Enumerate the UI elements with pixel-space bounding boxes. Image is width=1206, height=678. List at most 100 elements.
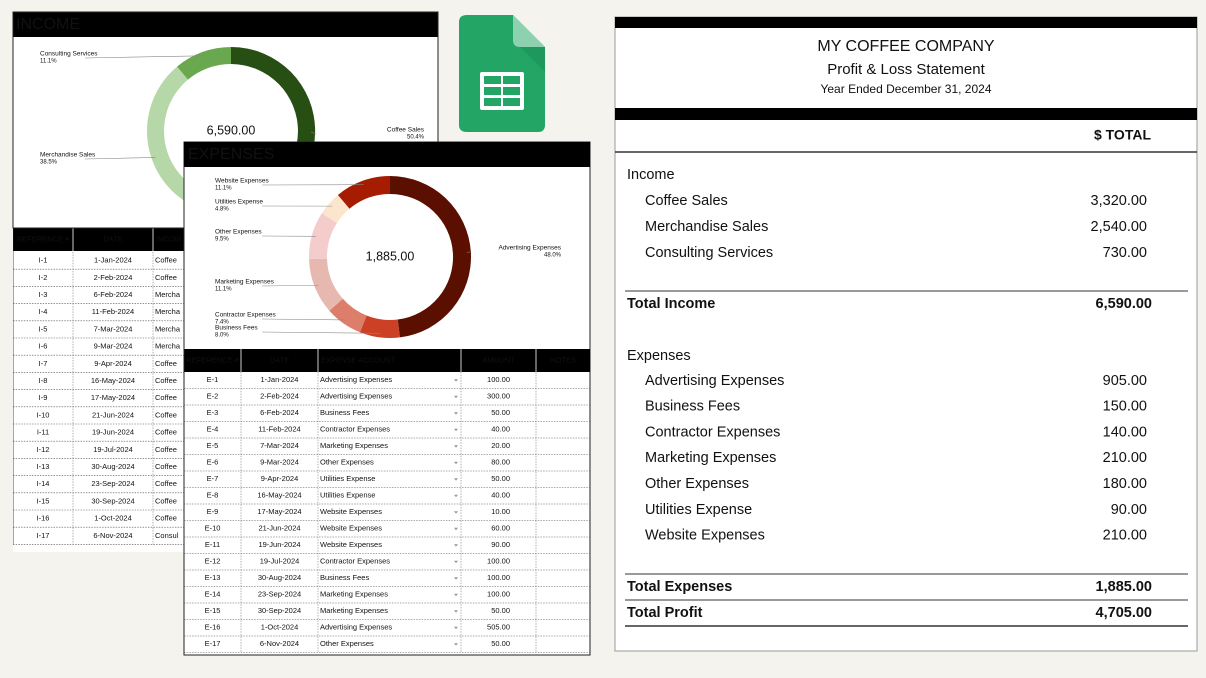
dropdown-arrow — [454, 544, 458, 547]
dropdown-arrow — [454, 461, 458, 465]
cell: E-13 — [205, 573, 221, 582]
line-amount: 210.00 — [1103, 528, 1147, 544]
dropdown-arrow — [454, 445, 458, 448]
cell: 11-Feb-2024 — [92, 307, 134, 316]
cell: 21-Jun-2024 — [258, 524, 300, 533]
sheet-bg — [183, 141, 591, 656]
cell: I-14 — [37, 479, 50, 488]
cell: Mercha — [155, 324, 181, 333]
icon-fold — [513, 15, 545, 47]
cell: Mercha — [155, 307, 181, 316]
sheet-title: INCOME — [16, 16, 80, 33]
cell: 50.00 — [491, 606, 510, 615]
total-label: Total Profit — [627, 605, 703, 621]
statement-bg — [614, 16, 1198, 652]
cell: Coffee — [155, 410, 177, 419]
cell: 16-May-2024 — [257, 491, 301, 500]
cell: Advertising Expenses — [320, 375, 392, 384]
line-amount: 150.00 — [1103, 399, 1147, 415]
top-bar — [615, 17, 1197, 28]
dropdown-arrow — [454, 412, 458, 415]
slice-label: Other Expenses — [215, 229, 262, 236]
slice-label: Business Fees — [215, 325, 258, 332]
table-header — [13, 228, 184, 251]
line-amount: 140.00 — [1103, 424, 1147, 440]
cell: I-9 — [39, 393, 48, 402]
cell: E-11 — [205, 540, 220, 549]
cell: 40.00 — [491, 491, 510, 500]
cell: Mercha — [155, 342, 181, 351]
icon-cell — [503, 76, 520, 84]
cell: 19-Jul-2024 — [93, 445, 133, 454]
sheet-bg-lower — [13, 228, 184, 548]
icon-cell — [503, 98, 520, 106]
cell: 21-Jun-2024 — [92, 410, 134, 419]
line-item: Marketing Expenses — [645, 450, 776, 466]
cell: 7-Mar-2024 — [260, 441, 299, 450]
line-item: Consulting Services — [645, 245, 773, 261]
cell: 1-Jan-2024 — [261, 375, 299, 384]
cell: E-17 — [205, 639, 221, 648]
cell: Other Expenses — [320, 458, 374, 467]
cell: 50.00 — [491, 408, 510, 417]
cell: 11-Feb-2024 — [258, 425, 300, 434]
cell: 17-May-2024 — [91, 393, 135, 402]
cell: E-16 — [205, 623, 221, 632]
dropdown-arrow — [454, 511, 458, 514]
sheet-bar — [184, 142, 590, 167]
line-amount: 180.00 — [1103, 476, 1147, 492]
column-header: REFERENCE # — [186, 355, 239, 364]
line-item: Business Fees — [645, 399, 740, 415]
cell: 1-Jan-2024 — [94, 256, 132, 265]
cell: Coffee — [155, 376, 177, 385]
cell: Mercha — [155, 290, 181, 299]
total-label: Total Expenses — [627, 579, 732, 595]
donut-slice — [337, 176, 390, 209]
cell: 30-Sep-2024 — [258, 606, 301, 615]
slice-label: Website Expenses — [215, 178, 269, 185]
cell: 2-Feb-2024 — [260, 392, 299, 401]
slice-percent: 11.1% — [215, 186, 232, 192]
cell: 9-Apr-2024 — [94, 359, 132, 368]
cell: 16-May-2024 — [91, 376, 135, 385]
cell: E-2 — [207, 392, 219, 401]
total-amount: 6,590.00 — [1096, 296, 1152, 312]
dropdown-arrow — [454, 478, 458, 481]
icon-cell — [484, 98, 501, 106]
cell: 50.00 — [491, 639, 510, 648]
company-name: MY COFFEE COMPANY — [817, 38, 995, 55]
dropdown-arrow — [454, 379, 458, 382]
statement-period: Year Ended December 31, 2024 — [820, 82, 991, 96]
cell: Coffee — [155, 479, 177, 488]
slice-label: Coffee Sales — [387, 127, 425, 134]
cell: E-4 — [207, 425, 219, 434]
cell: 50.00 — [491, 474, 510, 483]
slice-label: Consulting Services — [40, 51, 98, 58]
cell: I-15 — [37, 496, 50, 505]
line-amount: 3,320.00 — [1091, 193, 1147, 209]
slice-percent: 9.5% — [215, 237, 229, 243]
cell: Utilities Expense — [320, 474, 375, 483]
cell: Contractor Expenses — [320, 425, 390, 434]
dropdown-arrow — [454, 626, 458, 630]
cell: 23-Sep-2024 — [258, 590, 301, 599]
pl-statement: MY COFFEE COMPANY Profit & Loss Statement… — [614, 16, 1198, 652]
cell: E-5 — [207, 441, 219, 450]
line-amount: 210.00 — [1103, 450, 1147, 466]
cell: 80.00 — [491, 458, 510, 467]
cell: E-9 — [207, 507, 219, 516]
leader-line — [261, 284, 319, 287]
line-item: Coffee Sales — [645, 193, 728, 209]
slice-label: Utilities Expense — [215, 199, 263, 206]
cell: Coffee — [155, 445, 177, 454]
cell: E-3 — [207, 408, 219, 417]
cell: 40.00 — [491, 425, 510, 434]
section-label: Expenses — [627, 348, 691, 364]
cell: 100.00 — [487, 375, 510, 384]
cell: I-7 — [39, 359, 48, 368]
slice-label: Advertising Expenses — [498, 245, 561, 252]
statement-title: Profit & Loss Statement — [827, 61, 985, 78]
cell: Advertising Expenses — [320, 392, 392, 401]
